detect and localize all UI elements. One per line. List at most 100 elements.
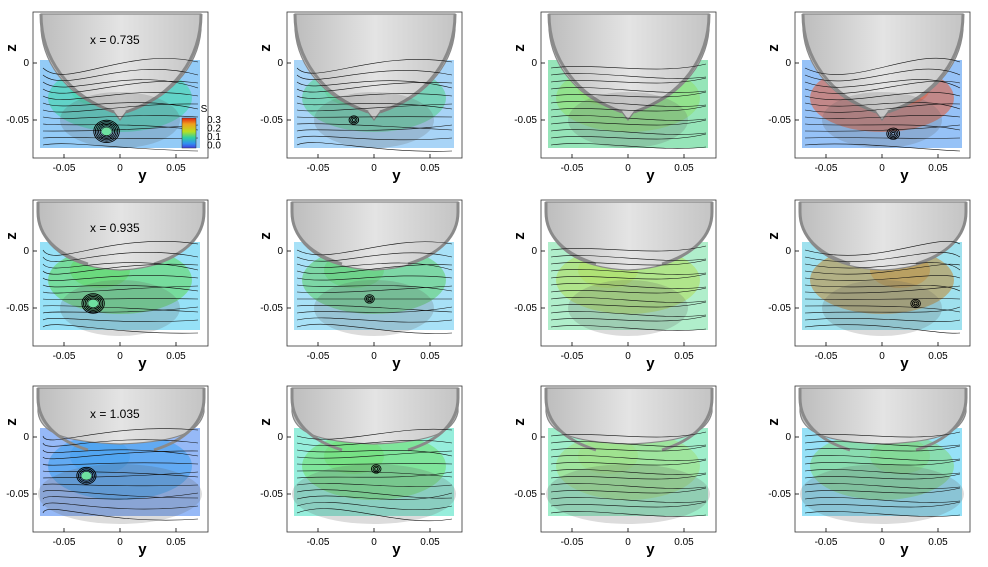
y-tick-label: -0.05	[514, 489, 537, 500]
streamlines	[804, 241, 961, 334]
x-tick-label: 0	[625, 351, 631, 362]
streamline	[42, 492, 199, 500]
streamline	[804, 124, 961, 132]
streamline	[296, 463, 453, 465]
streamline	[550, 431, 707, 438]
vortex-ring	[348, 115, 360, 125]
hull-rim-left	[544, 202, 597, 266]
axis-ticks	[541, 250, 685, 346]
panel-r3-c3: -0.05 0 0.05 0 -0.05 y z	[511, 385, 717, 558]
station-label: x = 0.735	[90, 33, 140, 47]
hull-rim-right	[661, 388, 714, 452]
streamline	[804, 252, 961, 262]
vortex-ring	[910, 298, 921, 309]
streamline	[550, 105, 707, 112]
vortex-ring	[350, 116, 358, 124]
hull-shadow	[38, 464, 202, 524]
streamline	[804, 262, 961, 271]
hull-rim-left	[798, 202, 851, 266]
streamline	[804, 501, 961, 508]
streamline	[804, 445, 961, 452]
streamline	[804, 263, 961, 275]
x-tick-label: 0.05	[166, 163, 186, 174]
streamline	[296, 471, 453, 479]
x-tick-label: -0.05	[815, 163, 838, 174]
x-tick-label: 0	[371, 351, 377, 362]
y-tick-label: -0.05	[6, 115, 29, 126]
y-axis-label: z	[511, 232, 528, 240]
x-tick-label: -0.05	[53, 163, 76, 174]
hull-shadow	[800, 464, 964, 524]
y-axis-label: z	[765, 418, 782, 426]
axis-ticks	[795, 436, 939, 532]
x-tick-label: 0	[371, 163, 377, 174]
streamline	[296, 323, 453, 334]
x-tick-label: -0.05	[53, 351, 76, 362]
x-tick-label: -0.05	[53, 537, 76, 548]
x-axis-label: y	[900, 355, 909, 372]
streamline	[42, 143, 199, 152]
streamline	[550, 77, 707, 84]
x-tick-label: 0.05	[928, 351, 948, 362]
streamline	[804, 318, 961, 322]
streamline	[804, 143, 961, 152]
x-axis-label: y	[646, 541, 655, 558]
streamline	[550, 269, 707, 275]
hull-shadow	[822, 280, 942, 336]
axis-ticks	[541, 62, 685, 158]
x-tick-label: 0.05	[420, 537, 440, 548]
streamline	[296, 103, 453, 112]
x-tick-label: -0.05	[307, 163, 330, 174]
streamline	[804, 57, 961, 75]
streamline	[550, 501, 707, 508]
y-tick-label: 0	[23, 432, 29, 443]
vortex-ring	[364, 294, 375, 304]
streamline	[42, 58, 199, 75]
streamline	[296, 305, 453, 313]
vortex-ring	[84, 295, 102, 311]
streamline	[296, 317, 453, 323]
vortex-ring	[913, 301, 918, 306]
y-tick-label: -0.05	[6, 303, 29, 314]
contour-core	[70, 438, 130, 474]
hull-rim-right	[407, 202, 460, 266]
x-axis-label: y	[392, 541, 401, 558]
x-tick-label: -0.05	[815, 351, 838, 362]
streamline	[296, 285, 453, 293]
streamline	[296, 70, 453, 80]
streamline	[296, 124, 453, 132]
streamline	[804, 487, 961, 494]
x-axis-label: y	[138, 355, 147, 372]
streamline	[296, 93, 453, 99]
vortex-ring	[99, 125, 114, 138]
axis-ticks	[287, 62, 431, 158]
y-axis-label: z	[257, 44, 274, 52]
streamline	[804, 275, 961, 281]
vortex-ring	[374, 467, 379, 471]
colorbar-tick: 0.2	[207, 124, 221, 135]
colorbar-tick: 0.3	[207, 115, 221, 126]
streamline	[804, 79, 961, 89]
streamline	[804, 324, 961, 334]
streamlines	[550, 431, 707, 517]
x-tick-label: 0.05	[420, 351, 440, 362]
x-tick-label: 0	[117, 163, 123, 174]
x-tick-label: 0	[879, 537, 885, 548]
hull-shadow	[822, 92, 942, 148]
streamline	[550, 73, 707, 79]
vortex-ring	[372, 465, 380, 473]
hull-rim-right	[661, 202, 714, 266]
colorbar-label: S	[201, 104, 208, 115]
streamline	[804, 68, 961, 82]
hull-shadow	[546, 464, 710, 524]
streamline	[42, 115, 199, 119]
streamline	[550, 311, 707, 317]
streamline	[42, 508, 199, 521]
y-axis-label: z	[765, 232, 782, 240]
y-tick-label: -0.05	[6, 489, 29, 500]
vortex-ring	[911, 300, 920, 307]
y-axis-label: z	[257, 418, 274, 426]
y-axis-label: z	[3, 232, 20, 240]
streamline	[42, 81, 199, 94]
axis-ticks	[33, 436, 177, 532]
